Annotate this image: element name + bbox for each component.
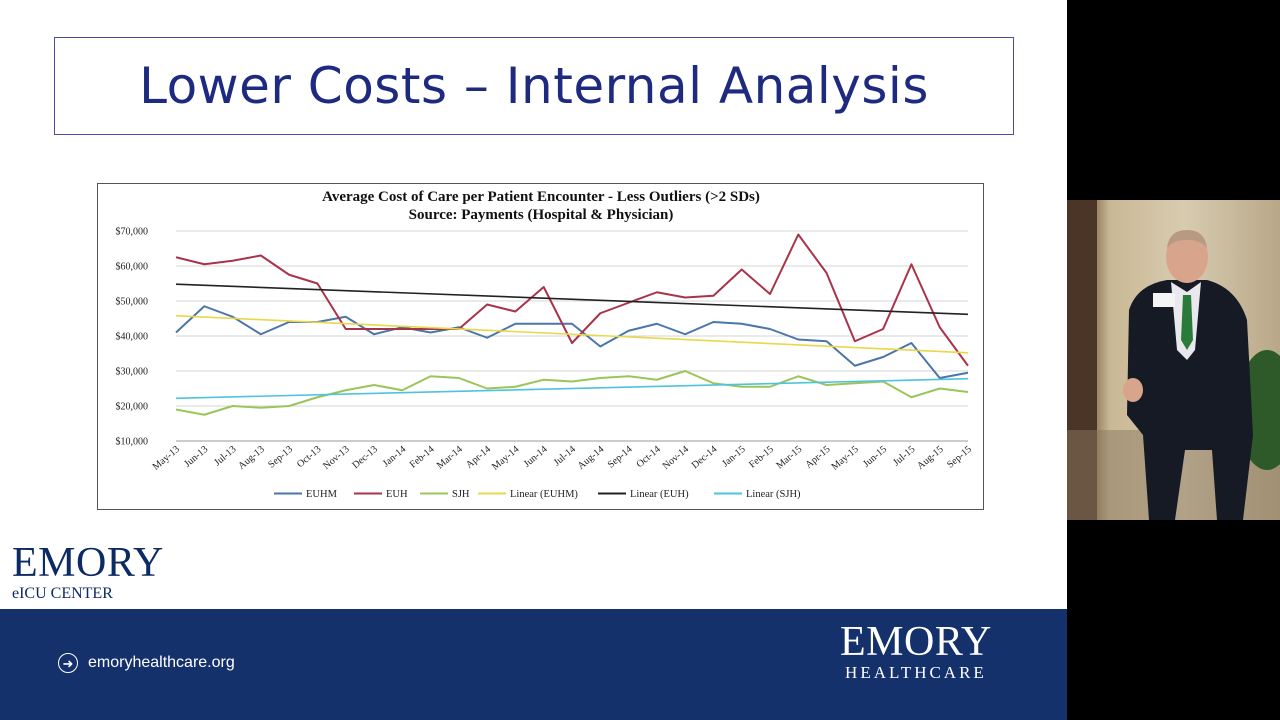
series-line-euh [175, 233, 969, 367]
arrow-right-circle-icon: ➜ [58, 653, 78, 673]
series-line-linear-euh [175, 283, 969, 316]
x-tick-label: May-14 [490, 444, 521, 473]
emory-healthcare-logo: EMORY HEALTHCARE [840, 621, 992, 683]
x-tick-label: Sep-14 [606, 444, 635, 471]
y-tick-label: $60,000 [116, 262, 149, 273]
x-tick-label: Jul-14 [552, 444, 578, 468]
x-tick-label: Jul-15 [891, 444, 917, 468]
legend-label-sjh: SJH [452, 489, 470, 500]
emory-eicu-logo: EMORY eICU CENTER [12, 540, 164, 603]
emory-healthcare-logo-wordmark: EMORY [840, 619, 992, 665]
x-tick-label: Aug-14 [576, 444, 606, 472]
x-tick-label: Jul-13 [212, 444, 238, 468]
y-tick-label: $50,000 [116, 297, 149, 308]
x-tick-label: Jun-13 [182, 444, 210, 470]
speaker-video [1067, 200, 1280, 520]
x-tick-label: Jan-14 [381, 444, 409, 470]
legend-label-linear-euhm: Linear (EUHM) [510, 489, 578, 500]
y-tick-label: $20,000 [116, 402, 149, 413]
speaker-figure [1067, 200, 1280, 520]
x-tick-label: Apr-14 [464, 444, 493, 471]
chart-title-line2: Source: Payments (Hospital & Physician) [409, 207, 674, 223]
x-tick-label: Mar-15 [774, 444, 804, 472]
line-chart: Average Cost of Care per Patient Encount… [116, 189, 974, 500]
footer-link[interactable]: ➜ emoryhealthcare.org [58, 653, 235, 673]
legend-label-euh: EUH [386, 489, 408, 500]
x-tick-label: Oct-14 [634, 444, 662, 470]
x-tick-label: Dec-14 [690, 444, 720, 471]
x-tick-label: Jun-15 [861, 444, 889, 470]
x-tick-label: Mar-14 [435, 444, 465, 472]
legend-label-linear-sjh: Linear (SJH) [746, 489, 801, 500]
series-line-linear-euhm [175, 314, 969, 354]
legend-label-euhm: EUHM [306, 489, 338, 500]
x-tick-label: Aug-15 [915, 444, 945, 472]
emory-eicu-logo-wordmark: EMORY [12, 540, 164, 586]
x-tick-label: Nov-13 [321, 444, 351, 472]
x-tick-label: Sep-15 [945, 444, 974, 471]
y-tick-label: $10,000 [116, 437, 149, 448]
series-line-linear-sjh [175, 377, 969, 400]
title-box: Lower Costs – Internal Analysis [54, 37, 1014, 135]
emory-eicu-logo-subtitle: eICU CENTER [12, 585, 113, 602]
x-tick-label: Feb-14 [408, 444, 437, 471]
x-tick-label: Feb-15 [747, 444, 776, 471]
x-tick-label: Jan-15 [720, 444, 748, 470]
legend-label-linear-euh: Linear (EUH) [630, 489, 689, 500]
x-tick-label: Oct-13 [295, 444, 323, 470]
x-tick-label: Aug-13 [236, 444, 266, 472]
footer-bar: ➜ emoryhealthcare.org EMORY HEALTHCARE [0, 609, 1067, 720]
series-line-sjh [175, 370, 969, 416]
x-tick-label: Nov-14 [661, 444, 691, 472]
chart-title-line1: Average Cost of Care per Patient Encount… [322, 189, 760, 205]
y-tick-label: $30,000 [116, 367, 149, 378]
slide-title: Lower Costs – Internal Analysis [139, 57, 929, 115]
y-tick-label: $40,000 [116, 332, 149, 343]
x-tick-label: May-15 [829, 444, 860, 473]
y-tick-label: $70,000 [116, 227, 149, 238]
emory-healthcare-logo-subtitle: HEALTHCARE [845, 663, 987, 682]
x-tick-label: Jun-14 [522, 444, 550, 470]
x-tick-label: May-13 [151, 444, 182, 473]
footer-url[interactable]: emoryhealthcare.org [88, 654, 235, 671]
x-tick-label: Apr-15 [803, 444, 832, 471]
x-tick-label: Sep-13 [266, 444, 295, 471]
x-tick-label: Dec-13 [350, 444, 380, 471]
chart-frame: Average Cost of Care per Patient Encount… [97, 183, 984, 510]
slide: Lower Costs – Internal Analysis Average … [0, 0, 1067, 720]
